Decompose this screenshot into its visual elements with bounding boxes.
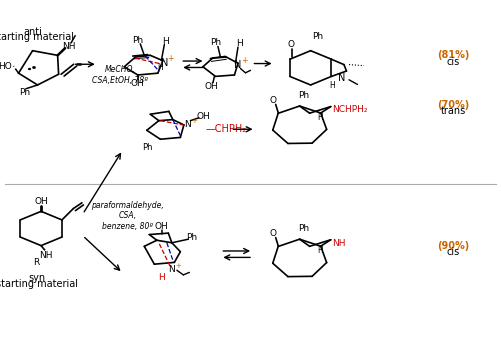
Text: (90%): (90%) — [437, 241, 469, 251]
Text: N: N — [161, 58, 168, 68]
Text: OH: OH — [131, 79, 145, 89]
Text: Ph: Ph — [210, 38, 221, 47]
Text: Ph: Ph — [313, 32, 324, 41]
Text: NCHPH₂: NCHPH₂ — [332, 105, 367, 114]
Text: N: N — [184, 120, 191, 129]
Text: Ph: Ph — [143, 142, 153, 152]
Text: H: H — [330, 81, 335, 90]
Text: +: + — [167, 54, 173, 64]
Text: H: H — [317, 113, 323, 122]
Text: OH: OH — [155, 222, 169, 231]
Text: H: H — [236, 39, 243, 48]
Text: paraformaldehyde,
CSA,
benzene, 80º: paraformaldehyde, CSA, benzene, 80º — [91, 201, 164, 231]
Text: (81%): (81%) — [437, 50, 469, 60]
Text: starting material: starting material — [0, 279, 78, 289]
Text: anti: anti — [23, 27, 42, 37]
Text: H: H — [162, 36, 169, 46]
Text: +: + — [191, 119, 197, 124]
Text: +: + — [241, 56, 247, 65]
Text: —CHPH₂: —CHPH₂ — [205, 124, 246, 134]
Text: Ph: Ph — [132, 36, 143, 45]
Text: Ph: Ph — [298, 224, 309, 233]
Text: +: + — [175, 263, 181, 269]
Text: O: O — [270, 96, 277, 105]
Text: NH: NH — [62, 42, 75, 51]
Text: HO: HO — [0, 61, 12, 71]
Text: Ph: Ph — [20, 87, 31, 97]
Text: OH: OH — [196, 111, 210, 121]
Text: NH: NH — [332, 238, 345, 247]
Text: H: H — [157, 63, 163, 72]
Text: N: N — [168, 265, 175, 274]
Text: trans: trans — [441, 106, 466, 116]
Text: N: N — [338, 73, 345, 83]
Text: syn: syn — [28, 273, 45, 283]
Text: R: R — [33, 258, 39, 267]
Text: Ph: Ph — [186, 233, 197, 242]
Text: NH: NH — [40, 251, 53, 260]
Text: starting material: starting material — [0, 32, 74, 42]
Text: MeCHO,
CSA,EtOH, 78º: MeCHO, CSA,EtOH, 78º — [92, 65, 148, 85]
Text: O: O — [270, 230, 277, 238]
Text: N: N — [234, 60, 241, 70]
Text: Ph: Ph — [298, 91, 309, 100]
Text: cis: cis — [447, 57, 460, 67]
Text: O: O — [287, 40, 294, 50]
Text: OH: OH — [34, 197, 48, 206]
Text: OH: OH — [204, 82, 218, 91]
Text: cis: cis — [447, 247, 460, 257]
Text: =: = — [76, 60, 82, 69]
Text: (70%): (70%) — [437, 100, 469, 110]
Text: H: H — [158, 273, 165, 282]
Text: H: H — [317, 246, 323, 255]
